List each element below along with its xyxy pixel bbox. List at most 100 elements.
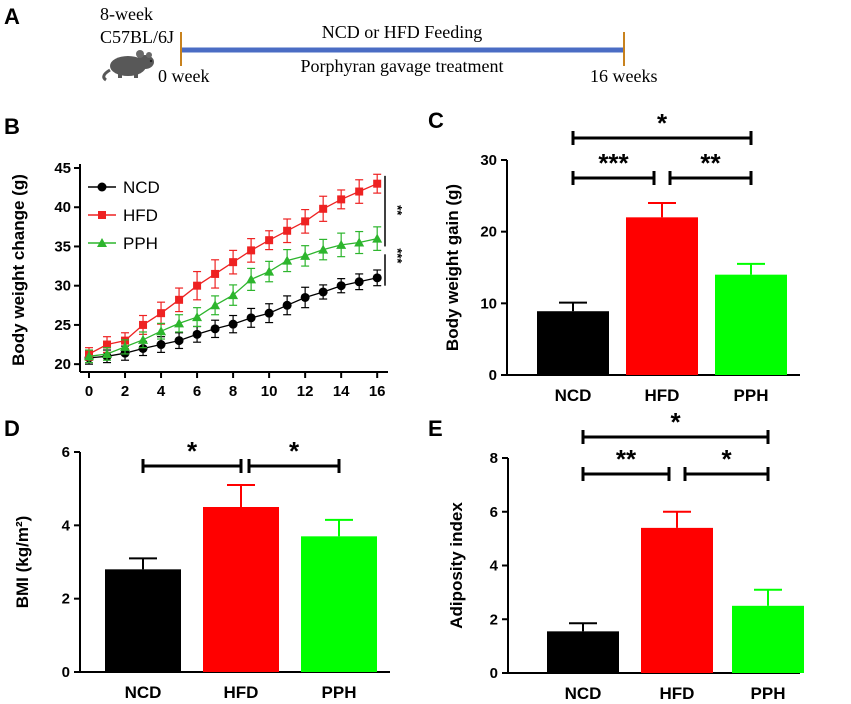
mouse-icon [102,50,154,82]
data-point-ncd [228,319,238,329]
y-tick-label: 4 [62,517,71,534]
data-point-pph [102,348,113,358]
mouse-strain-label: C57BL/6J [100,27,174,47]
data-point-ncd [210,324,220,334]
y-tick-label: 0 [490,665,498,682]
category-label-ncd: NCD [565,684,602,703]
y-axis-label: Adiposity index [447,502,466,629]
category-label-pph: PPH [734,386,769,405]
bar-hfd [626,217,698,375]
significance-label: * [187,436,198,466]
y-tick-label: 2 [490,611,498,628]
y-tick-label: 35 [54,238,71,255]
y-tick-label: 4 [490,558,499,575]
data-point-pph [264,266,275,276]
data-point-ncd [174,336,184,346]
bar-ncd [547,631,619,673]
data-point-pph [138,334,149,344]
data-point-ncd [372,273,382,283]
data-point-hfd [211,269,220,278]
category-label-hfd: HFD [645,386,680,405]
feeding-label: NCD or HFD Feeding [322,22,483,42]
data-point-pph [336,239,347,249]
data-point-pph [354,237,365,247]
x-tick-label: 0 [85,383,93,400]
y-tick-label: 30 [54,278,71,295]
data-point-pph [174,318,185,328]
category-label-ncd: NCD [555,386,592,405]
bmi-chart: 0 2 4 6 BMI (kg/m²) NCD HFD PPH * * [13,436,390,702]
bar-pph [732,605,804,673]
y-tick-label: 2 [62,591,70,608]
mouse-age-label: 8-week [100,4,153,24]
y-tick-label: 20 [54,356,71,373]
y-tick-label: 45 [54,160,71,177]
bar-hfd [641,527,713,673]
data-point-ncd [282,300,292,310]
x-tick-label: 14 [333,383,350,400]
data-point-pph [246,274,257,284]
legend-label-hfd: HFD [123,206,158,225]
data-point-hfd [229,258,238,267]
treatment-label: Porphyran gavage treatment [301,56,504,76]
significance-label-pph-ncd: *** [390,248,405,264]
y-tick-label: 0 [62,664,70,681]
y-tick-label: 6 [62,444,70,461]
data-point-hfd [265,236,274,245]
bar-pph [301,536,377,672]
data-point-hfd [337,195,346,204]
data-point-pph [156,326,167,336]
legend-label-pph: PPH [123,234,158,253]
legend-marker-hfd [98,211,106,219]
data-point-ncd [264,308,274,318]
bar-ncd [105,569,181,672]
data-point-hfd [139,320,148,329]
data-point-ncd [138,343,148,353]
category-label-pph: PPH [751,684,786,703]
legend-marker-ncd [97,182,107,192]
timeline-panel: 8-week C57BL/6J NCD or HFD Feeding Porph… [100,4,657,86]
significance-label: * [670,407,681,437]
data-point-hfd [247,246,256,255]
data-point-hfd [373,179,382,188]
data-point-hfd [103,340,112,349]
y-tick-label: 20 [480,224,497,241]
y-tick-label: 8 [490,450,498,467]
x-tick-label: 2 [121,383,129,400]
significance-label: ** [700,148,721,178]
bar-hfd [203,507,279,672]
x-tick-label: 16 [369,383,386,400]
bar-pph [715,274,787,375]
x-tick-label: 8 [229,383,237,400]
category-label-ncd: NCD [125,683,162,702]
data-point-hfd [193,281,202,290]
significance-label: *** [598,148,629,178]
data-point-hfd [319,204,328,213]
data-point-pph [84,351,95,361]
significance-label: * [657,108,668,138]
x-tick-label: 10 [261,383,278,400]
data-point-pph [318,244,329,254]
category-label-hfd: HFD [224,683,259,702]
y-tick-label: 10 [480,295,497,312]
body-weight-change-chart: 20 25 30 35 40 45 0 2 4 6 8 10 12 14 16 Body weight cha… [9,160,405,400]
data-point-pph [300,250,311,260]
end-week-label: 16 weeks [590,66,657,86]
x-tick-label: 6 [193,383,201,400]
panel-label-e: E [428,416,443,441]
y-axis-label: Body weight gain (g) [443,184,462,351]
data-point-pph [372,233,383,243]
y-tick-label: 0 [489,367,497,384]
legend-marker-pph [97,238,107,247]
y-tick-label: 6 [490,504,498,521]
data-point-ncd [246,313,256,323]
category-label-pph: PPH [322,683,357,702]
bar-ncd [537,311,609,375]
data-point-pph [210,300,221,310]
x-tick-label: 4 [157,383,166,400]
data-point-ncd [192,329,202,339]
panel-label-b: B [4,114,20,139]
